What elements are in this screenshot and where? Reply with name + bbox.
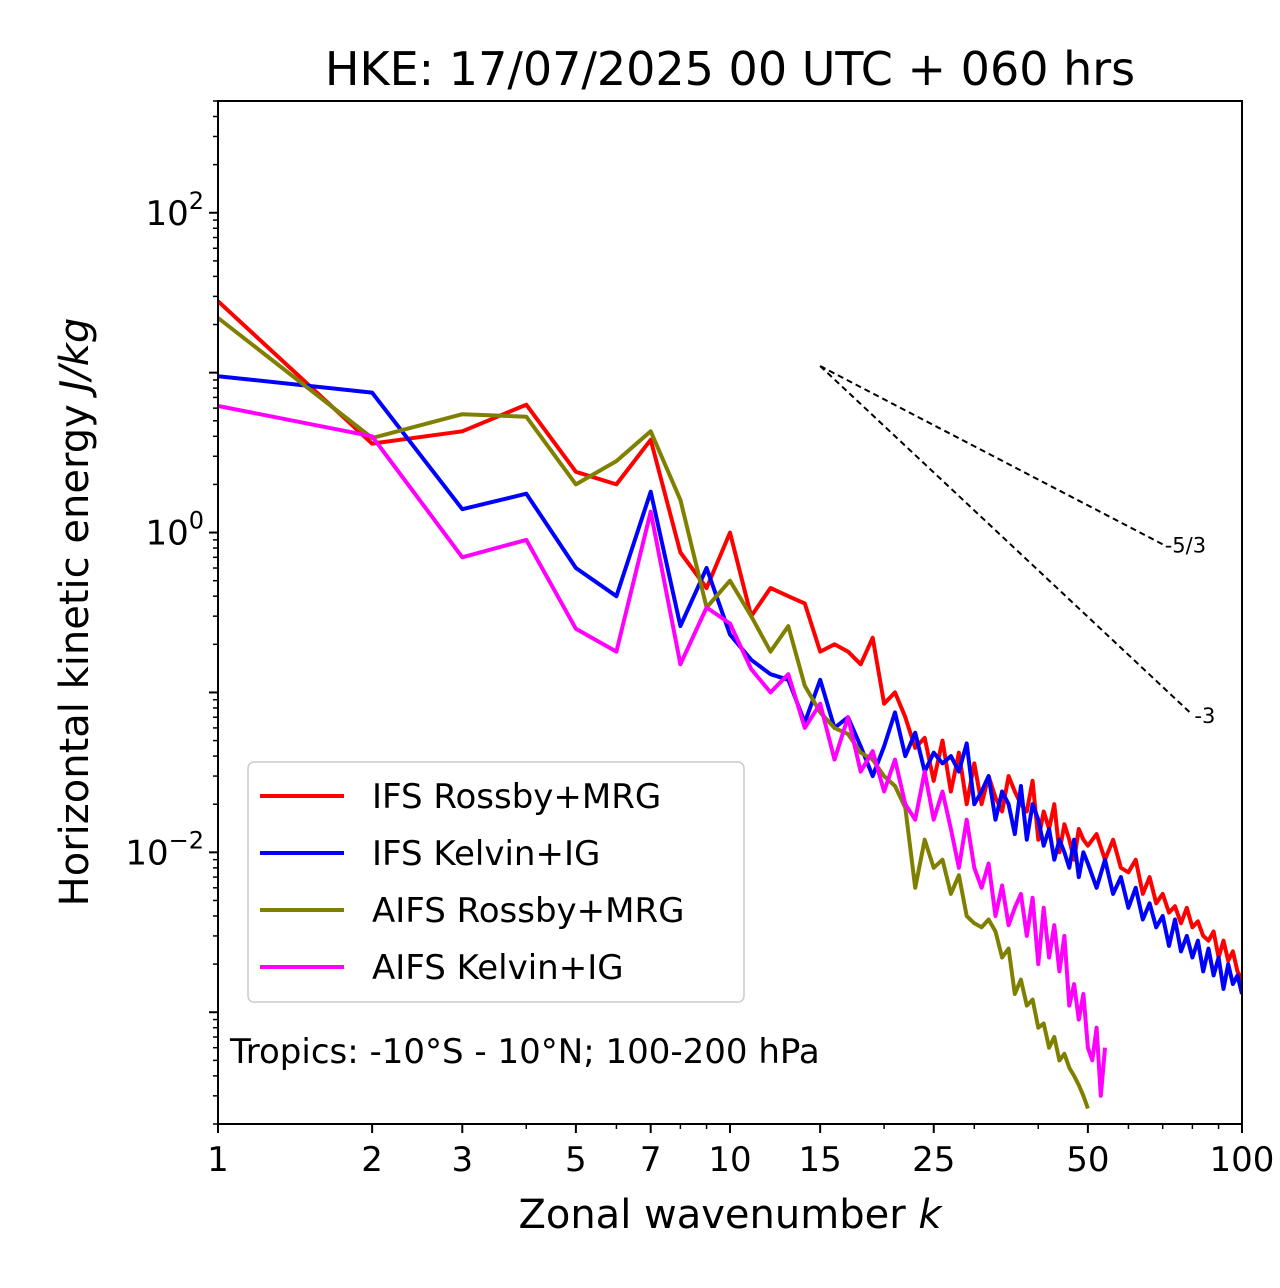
x-axis-label: Zonal wavenumber k xyxy=(518,1192,943,1238)
reference-slopes: -5/3 -3 xyxy=(819,365,1215,728)
slope-line-5-3 xyxy=(819,365,1164,546)
legend-label-ifs-kelvin-ig: IFS Kelvin+IG xyxy=(372,834,600,874)
x-tick-label: 100 xyxy=(1210,1140,1275,1180)
x-tick-label: 50 xyxy=(1066,1140,1109,1180)
x-tick-label: 15 xyxy=(799,1140,842,1180)
series-line-aifs-rossby-mrg xyxy=(218,316,1090,1110)
series-line-ifs-rossby-mrg xyxy=(218,299,1242,981)
legend: IFS Rossby+MRG IFS Kelvin+IG AIFS Rossby+M… xyxy=(247,761,745,1003)
y-tick-label: 100 xyxy=(145,507,204,554)
legend-label-ifs-rossby-mrg: IFS Rossby+MRG xyxy=(372,777,661,817)
x-axis-ticks: 1 2 3 5 7 10 15 25 50 100 xyxy=(207,1124,1274,1180)
y-axis-label-text: Horizontal kinetic energy xyxy=(52,404,98,906)
y-tick-label: 10−2 xyxy=(125,826,204,873)
legend-box xyxy=(247,761,745,1003)
x-tick-label: 5 xyxy=(565,1140,587,1180)
region-annotation: Tropics: -10°S - 10°N; 100-200 hPa xyxy=(229,1032,820,1072)
legend-label-aifs-rossby-mrg: AIFS Rossby+MRG xyxy=(372,891,684,931)
slope-line-3 xyxy=(819,365,1194,716)
slope-label-5-3: -5/3 xyxy=(1165,533,1206,557)
y-axis-label-unit: J/kg xyxy=(52,318,98,399)
legend-items: IFS Rossby+MRG IFS Kelvin+IG AIFS Rossby+M… xyxy=(260,777,684,988)
slope-label-3: -3 xyxy=(1194,704,1215,728)
x-axis-label-text: Zonal wavenumber xyxy=(518,1192,906,1238)
y-axis-ticks: 10−2 100 102 xyxy=(125,100,218,1125)
x-tick-label: 1 xyxy=(207,1140,229,1180)
series-layer xyxy=(218,299,1242,1110)
x-tick-label: 7 xyxy=(640,1140,662,1180)
x-tick-label: 10 xyxy=(708,1140,751,1180)
y-tick-label: 102 xyxy=(145,187,204,234)
chart-title: HKE: 17/07/2025 00 UTC + 060 hrs xyxy=(325,42,1135,96)
x-tick-label: 25 xyxy=(912,1140,955,1180)
y-axis-label: Horizontal kinetic energy J/kg xyxy=(52,318,98,907)
x-tick-label: 2 xyxy=(361,1140,383,1180)
x-tick-label: 3 xyxy=(451,1140,473,1180)
x-axis-label-var: k xyxy=(918,1192,943,1238)
legend-label-aifs-kelvin-ig: AIFS Kelvin+IG xyxy=(372,948,624,988)
series-line-aifs-kelvin-ig xyxy=(218,403,1107,1098)
